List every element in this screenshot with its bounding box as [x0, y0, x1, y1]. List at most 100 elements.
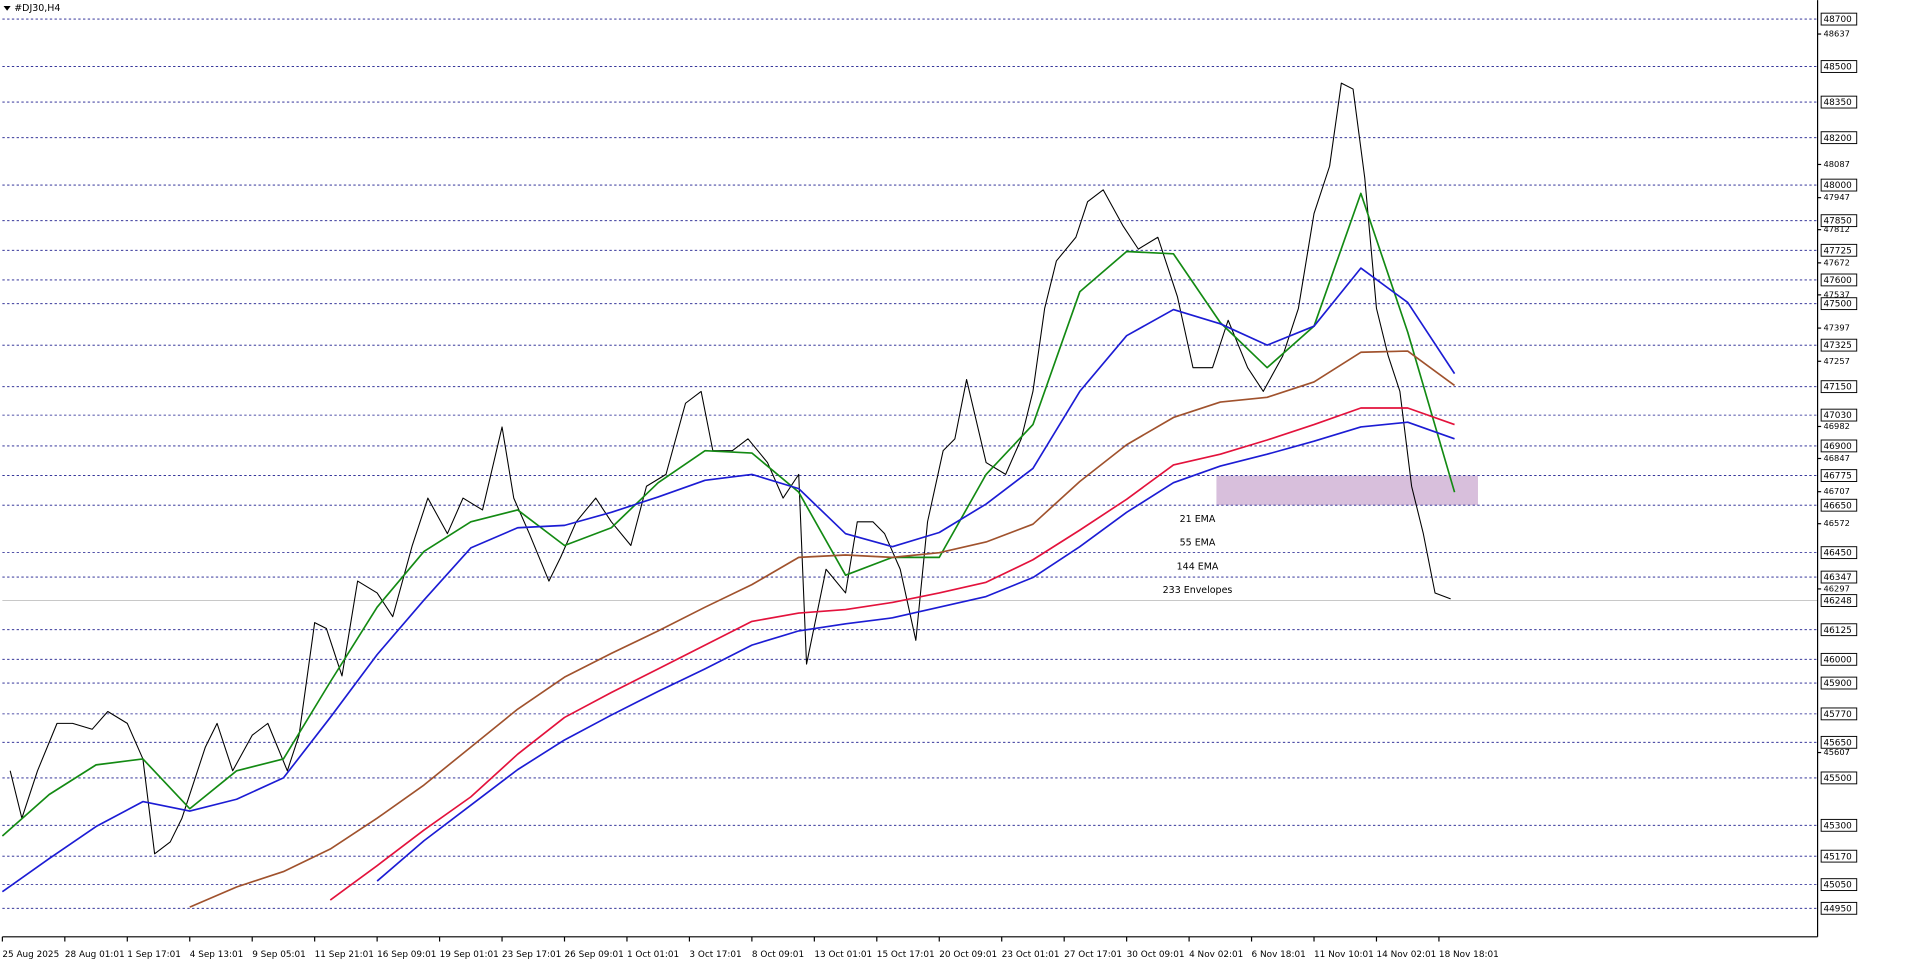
x-tick-label: 11 Sep 21:01 — [315, 950, 374, 960]
x-tick-label: 4 Nov 02:01 — [1189, 950, 1243, 960]
price-line — [9, 82, 1451, 855]
x-tick-label: 14 Nov 02:01 — [1376, 950, 1436, 960]
legend-entry: 55 EMA — [1180, 538, 1216, 549]
y-tick-label: 48087 — [1824, 159, 1850, 169]
x-tick-label: 3 Oct 17:01 — [689, 950, 741, 960]
level-label: 46775 — [1824, 472, 1852, 482]
level-label-box — [1820, 273, 1858, 287]
x-tick-label: 23 Oct 01:01 — [1002, 950, 1060, 960]
level-label: 46000 — [1824, 655, 1853, 665]
level-label-box — [1820, 546, 1858, 560]
level-label-box — [1820, 818, 1858, 832]
level-label-box — [1820, 735, 1858, 749]
title-arrow — [3, 6, 11, 11]
level-label-box — [1820, 676, 1858, 690]
y-tick-label: 46707 — [1824, 486, 1850, 496]
x-tick-label: 6 Nov 18:01 — [1252, 950, 1306, 960]
level-label: 48500 — [1824, 63, 1853, 73]
x-tick-label: 26 Sep 09:01 — [565, 950, 624, 960]
level-label: 47030 — [1824, 411, 1853, 421]
level-label-box — [1820, 652, 1858, 666]
level-label: 46450 — [1824, 549, 1853, 559]
x-tick-label: 9 Sep 05:01 — [252, 950, 306, 960]
level-label: 47725 — [1824, 246, 1852, 256]
x-tick-label: 28 Aug 01:01 — [65, 950, 125, 960]
level-label-box — [1820, 439, 1858, 453]
level-label: 48700 — [1824, 15, 1853, 25]
level-label: 47500 — [1824, 300, 1853, 310]
axis-layer: 48637 48087 47947 47812 47672 47537 47397 47257… — [1, 0, 1858, 960]
level-label: 48000 — [1824, 181, 1853, 191]
x-tick-label: 1 Oct 01:01 — [627, 950, 679, 960]
level-label-box — [1820, 95, 1858, 109]
level-label: 47325 — [1824, 341, 1852, 351]
indicator-line — [1, 192, 1456, 837]
level-label: 45500 — [1824, 774, 1853, 784]
x-tick-label: 19 Sep 01:01 — [440, 950, 499, 960]
level-label: 46125 — [1824, 626, 1852, 636]
x-tick-label: 1 Sep 17:01 — [127, 950, 181, 960]
level-label: 48350 — [1824, 98, 1853, 108]
x-tick-label: 8 Oct 09:01 — [752, 950, 804, 960]
legend-entry: 233 Envelopes — [1163, 585, 1233, 596]
level-label: 45900 — [1824, 679, 1853, 689]
current-price-box — [1820, 594, 1858, 607]
y-tick-label: 46847 — [1824, 453, 1850, 463]
x-tick-label: 13 Oct 01:01 — [814, 950, 872, 960]
level-label-box — [1820, 131, 1858, 145]
indicator-line — [189, 350, 1456, 908]
y-tick-label: 48637 — [1824, 29, 1850, 39]
legend-entry: 144 EMA — [1177, 561, 1219, 572]
level-label: 46900 — [1824, 442, 1853, 452]
x-tick-label: 15 Oct 17:01 — [877, 950, 935, 960]
level-label-box — [1820, 408, 1858, 422]
x-tick-label: 25 Aug 2025 — [2, 950, 59, 960]
chart-title: #DJ30,H4 — [14, 3, 60, 14]
level-label-box — [1820, 297, 1858, 311]
level-label: 45650 — [1824, 738, 1853, 748]
indicator-line — [329, 407, 1455, 901]
grid-layer — [2, 18, 1818, 909]
x-tick-label: 20 Oct 09:01 — [939, 950, 997, 960]
level-label: 45770 — [1824, 710, 1853, 720]
current-price-label: 46248 — [1824, 597, 1853, 607]
y-tick-label: 46297 — [1824, 583, 1850, 593]
y-tick-label: 46572 — [1824, 518, 1850, 528]
level-label: 45170 — [1824, 852, 1853, 862]
level-label-box — [1820, 243, 1858, 257]
x-tick-label: 16 Sep 09:01 — [377, 950, 436, 960]
level-label-box — [1820, 380, 1858, 394]
indicator-line — [1, 267, 1456, 893]
level-label-box — [1820, 771, 1858, 785]
y-tick-label: 47537 — [1824, 289, 1850, 299]
x-tick-label: 23 Sep 17:01 — [502, 950, 561, 960]
level-label-box — [1820, 849, 1858, 863]
x-tick-label: 11 Nov 10:01 — [1314, 950, 1374, 960]
level-label-box — [1820, 707, 1858, 721]
level-label-box — [1820, 469, 1858, 482]
level-label-box — [1820, 901, 1858, 915]
level-label: 48200 — [1824, 134, 1853, 144]
y-tick-label: 46982 — [1824, 421, 1850, 431]
legend-entry: 21 EMA — [1180, 514, 1216, 525]
level-label: 46347 — [1824, 573, 1852, 583]
level-label-box — [1820, 878, 1858, 892]
y-tick-label: 45607 — [1824, 747, 1850, 757]
level-label-box — [1820, 178, 1858, 192]
y-tick-label: 47672 — [1824, 257, 1850, 267]
level-label: 45050 — [1824, 881, 1853, 891]
x-tick-label: 27 Oct 17:01 — [1064, 950, 1122, 960]
envelope-lower-line — [376, 421, 1455, 882]
y-tick-label: 47397 — [1824, 323, 1850, 333]
y-tick-label: 47947 — [1824, 192, 1850, 202]
level-label: 46650 — [1824, 501, 1853, 511]
y-tick-label: 47257 — [1824, 356, 1850, 366]
level-label-box — [1820, 570, 1858, 584]
level-label-box — [1820, 338, 1858, 352]
level-label-box — [1820, 60, 1858, 73]
level-label: 47850 — [1824, 217, 1853, 227]
level-label: 45300 — [1824, 821, 1853, 831]
